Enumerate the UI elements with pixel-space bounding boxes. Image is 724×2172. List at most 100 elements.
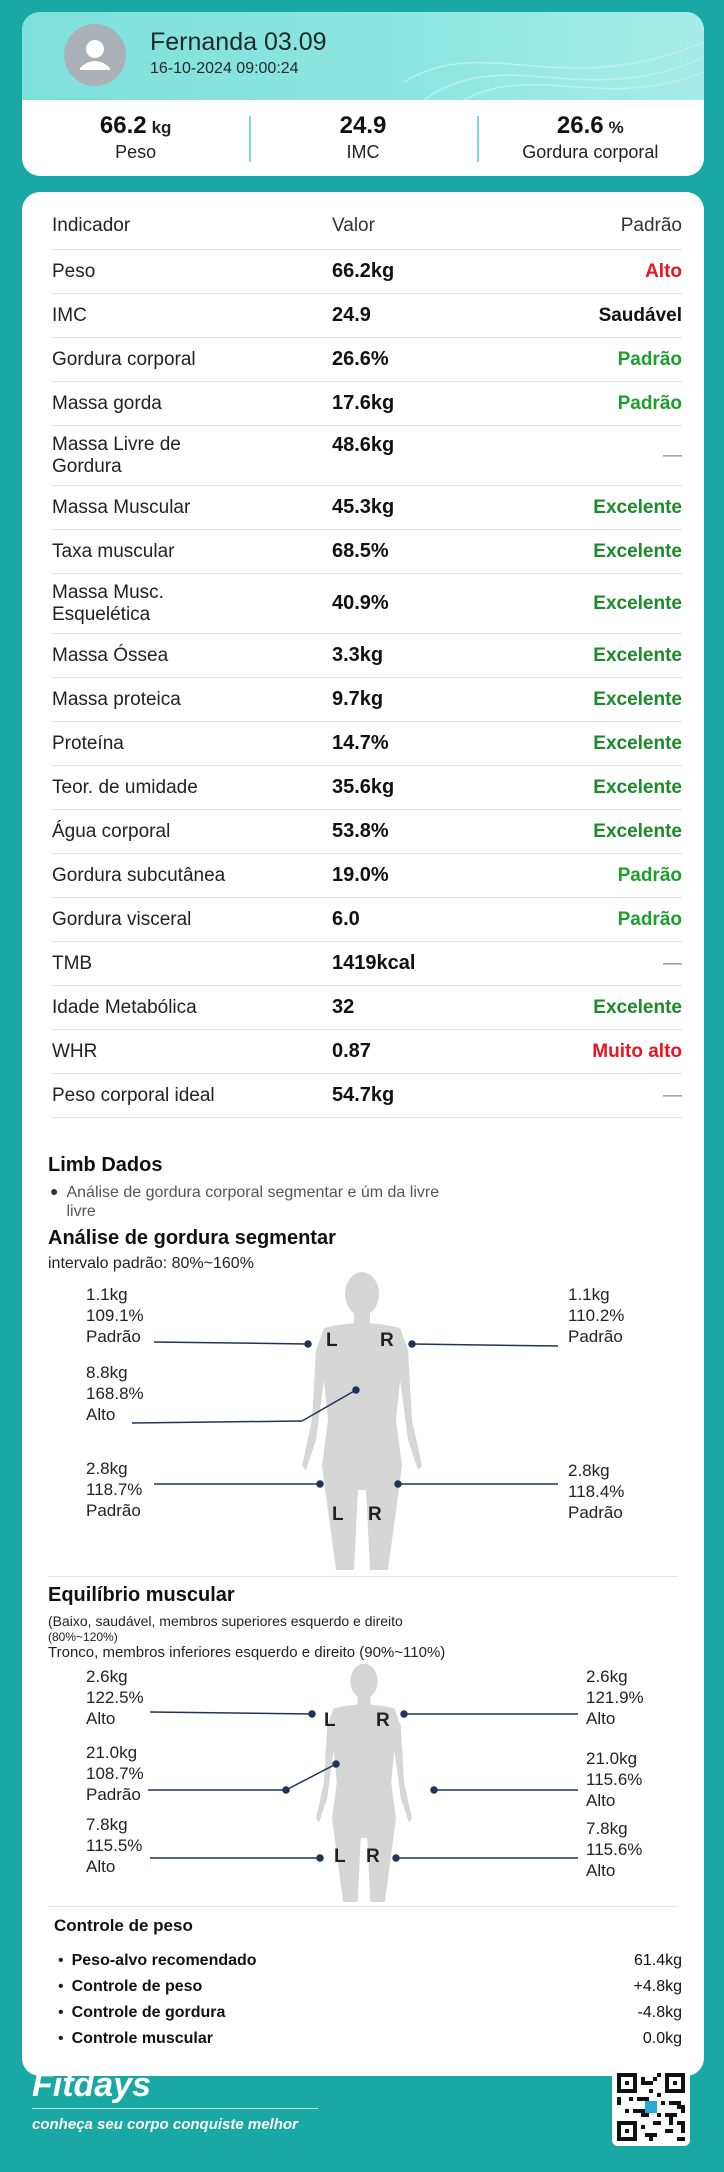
muscle-trunk-status: Padrão <box>86 1785 141 1804</box>
table-row: Massa proteica 9.7kg Excelente <box>52 678 682 722</box>
stat-bmi: 24.9 IMC <box>249 100 476 176</box>
indicator-value: 40.9% <box>332 592 389 614</box>
muscle-balance-title: Equilíbrio muscular <box>48 1584 235 1606</box>
fat-left-arm-mass: 1.1kg <box>86 1285 128 1304</box>
bullet-dot-icon: • <box>58 2004 64 2021</box>
indicator-value: 68.5% <box>332 540 389 562</box>
muscle-right-arm-percent: 121.9% <box>586 1688 644 1707</box>
profile-card: Fernanda 03.09 16-10-2024 09:00:24 66.2 k… <box>22 12 704 176</box>
stat-label: IMC <box>346 142 380 162</box>
brand-underline <box>32 2108 318 2109</box>
control-value: 0.0kg <box>642 2030 682 2047</box>
table-row: Peso corporal ideal 54.7kg — <box>52 1074 682 1118</box>
indicator-value: 48.6kg <box>332 434 395 456</box>
stat-label: Gordura corporal <box>522 142 659 162</box>
indicator-name: Teor. de umidade <box>52 776 198 798</box>
indicator-value: 0.87 <box>332 1040 371 1062</box>
muscle-trunk-label: 21.0kg 108.7% Padrão <box>86 1742 144 1805</box>
table-row: Massa Muscular 45.3kg Excelente <box>52 486 682 530</box>
indicator-name: Água corporal <box>52 820 171 842</box>
indicator-name: Massa Muscular <box>52 496 191 518</box>
user-icon <box>80 40 110 70</box>
indicator-name: Massa gorda <box>52 392 162 414</box>
fat-left-leg-status: Padrão <box>86 1501 141 1520</box>
list-item: • Controle de gordura -4.8kg <box>52 2000 682 2026</box>
body-silhouette-icon <box>302 1272 422 1570</box>
indicator-table: Indicador Valor Padrão Peso 66.2kg Alto IMC… <box>52 202 682 1118</box>
indicator-status: Saudável <box>598 304 682 326</box>
table-row: Massa Livre de Gordura 48.6kg — <box>52 426 682 486</box>
left-marker: L <box>332 1504 344 1525</box>
fat-segment-range: intervalo padrão: 80%~160% <box>48 1255 254 1272</box>
weight-control-section: Controle de peso • Peso-alvo recomendado 6… <box>52 1908 682 2052</box>
indicator-status: Excelente <box>593 820 682 842</box>
control-value: 61.4kg <box>633 1952 682 1969</box>
indicator-value: 45.3kg <box>332 496 395 518</box>
limb-bullet-text: Análise de gordura corporal segmentar e … <box>66 1184 440 1220</box>
bullet-dot-icon: • <box>58 1952 64 1969</box>
indicator-name: Peso corporal ideal <box>52 1084 215 1106</box>
muscle-left-arm-mass: 2.6kg <box>86 1667 128 1686</box>
indicator-status: Padrão <box>617 392 682 414</box>
indicator-value: 14.7% <box>332 732 389 754</box>
indicator-name: Massa Óssea <box>52 644 169 666</box>
section-divider <box>48 1576 678 1577</box>
table-header: Indicador Valor Padrão <box>52 202 682 250</box>
indicator-name: Proteína <box>52 732 124 754</box>
muscle-trunk-right-mass: 21.0kg <box>586 1749 638 1768</box>
muscle-right-leg-status: Alto <box>586 1861 616 1880</box>
table-row: IMC 24.9 Saudável <box>52 294 682 338</box>
muscle-left-leg-percent: 115.5% <box>86 1836 143 1855</box>
indicator-status: Muito alto <box>592 1040 682 1062</box>
indicator-name: Taxa muscular <box>52 540 175 562</box>
indicator-name: TMB <box>52 952 93 974</box>
indicator-status: — <box>663 1084 682 1106</box>
fat-trunk-status: Alto <box>86 1405 116 1424</box>
table-row: Massa gorda 17.6kg Padrão <box>52 382 682 426</box>
fat-left-arm-percent: 109.1% <box>86 1306 144 1325</box>
fat-left-leg-mass: 2.8kg <box>86 1459 128 1478</box>
muscle-right-arm-mass: 2.6kg <box>586 1667 628 1686</box>
indicator-status: Padrão <box>617 864 682 886</box>
table-row: Teor. de umidade 35.6kg Excelente <box>52 766 682 810</box>
control-value: +4.8kg <box>633 1978 682 1995</box>
fat-right-arm-status: Padrão <box>568 1327 623 1346</box>
control-label: Controle muscular <box>71 2030 213 2047</box>
right-marker: R <box>380 1330 394 1351</box>
indicator-name: Gordura subcutânea <box>52 864 226 886</box>
indicator-name: Gordura visceral <box>52 908 192 930</box>
section-divider <box>48 1906 678 1907</box>
muscle-left-arm-status: Alto <box>86 1709 116 1728</box>
indicator-value: 54.7kg <box>332 1084 395 1106</box>
muscle-balance-desc2: Tronco, membros inferiores esquerdo e di… <box>48 1644 446 1661</box>
table-row: WHR 0.87 Muito alto <box>52 1030 682 1074</box>
indicator-status: Excelente <box>593 688 682 710</box>
stat-body-fat: 26.6% Gordura corporal <box>476 100 704 176</box>
muscle-right-leg-mass: 7.8kg <box>586 1819 628 1838</box>
indicator-value: 1419kcal <box>332 952 416 974</box>
summary-stats: 66.2 kg Peso 24.9 IMC 26.6% Gordura corpo… <box>22 100 704 176</box>
fat-trunk-mass: 8.8kg <box>86 1363 128 1382</box>
bullet-dot-icon: ● <box>50 1183 59 1199</box>
table-row: Gordura corporal 26.6% Padrão <box>52 338 682 382</box>
list-item: • Controle de peso +4.8kg <box>52 1974 682 2000</box>
fat-right-leg-percent: 118.4% <box>568 1482 625 1501</box>
right-marker: R <box>376 1710 390 1731</box>
muscle-left-arm-percent: 122.5% <box>86 1688 144 1707</box>
table-row: Idade Metabólica 32 Excelente <box>52 986 682 1030</box>
control-label: Peso-alvo recomendado <box>71 1952 257 1969</box>
weight-control-title: Controle de peso <box>54 1916 193 1935</box>
indicator-name: IMC <box>52 304 87 326</box>
indicator-name: Gordura corporal <box>52 348 196 370</box>
fat-right-arm-label: 1.1kg 110.2% Padrão <box>568 1284 624 1347</box>
body-silhouette-icon <box>316 1663 412 1902</box>
user-name: Fernanda 03.09 <box>150 28 327 56</box>
fat-right-arm-percent: 110.2% <box>568 1306 625 1325</box>
qr-code-icon[interactable] <box>612 2068 690 2146</box>
stat-value: 24.9 <box>339 112 387 139</box>
indicator-value: 66.2kg <box>332 260 395 282</box>
indicator-status: — <box>663 952 682 974</box>
left-marker: L <box>324 1710 336 1731</box>
profile-banner: Fernanda 03.09 16-10-2024 09:00:24 <box>22 12 704 100</box>
avatar[interactable] <box>64 24 126 86</box>
